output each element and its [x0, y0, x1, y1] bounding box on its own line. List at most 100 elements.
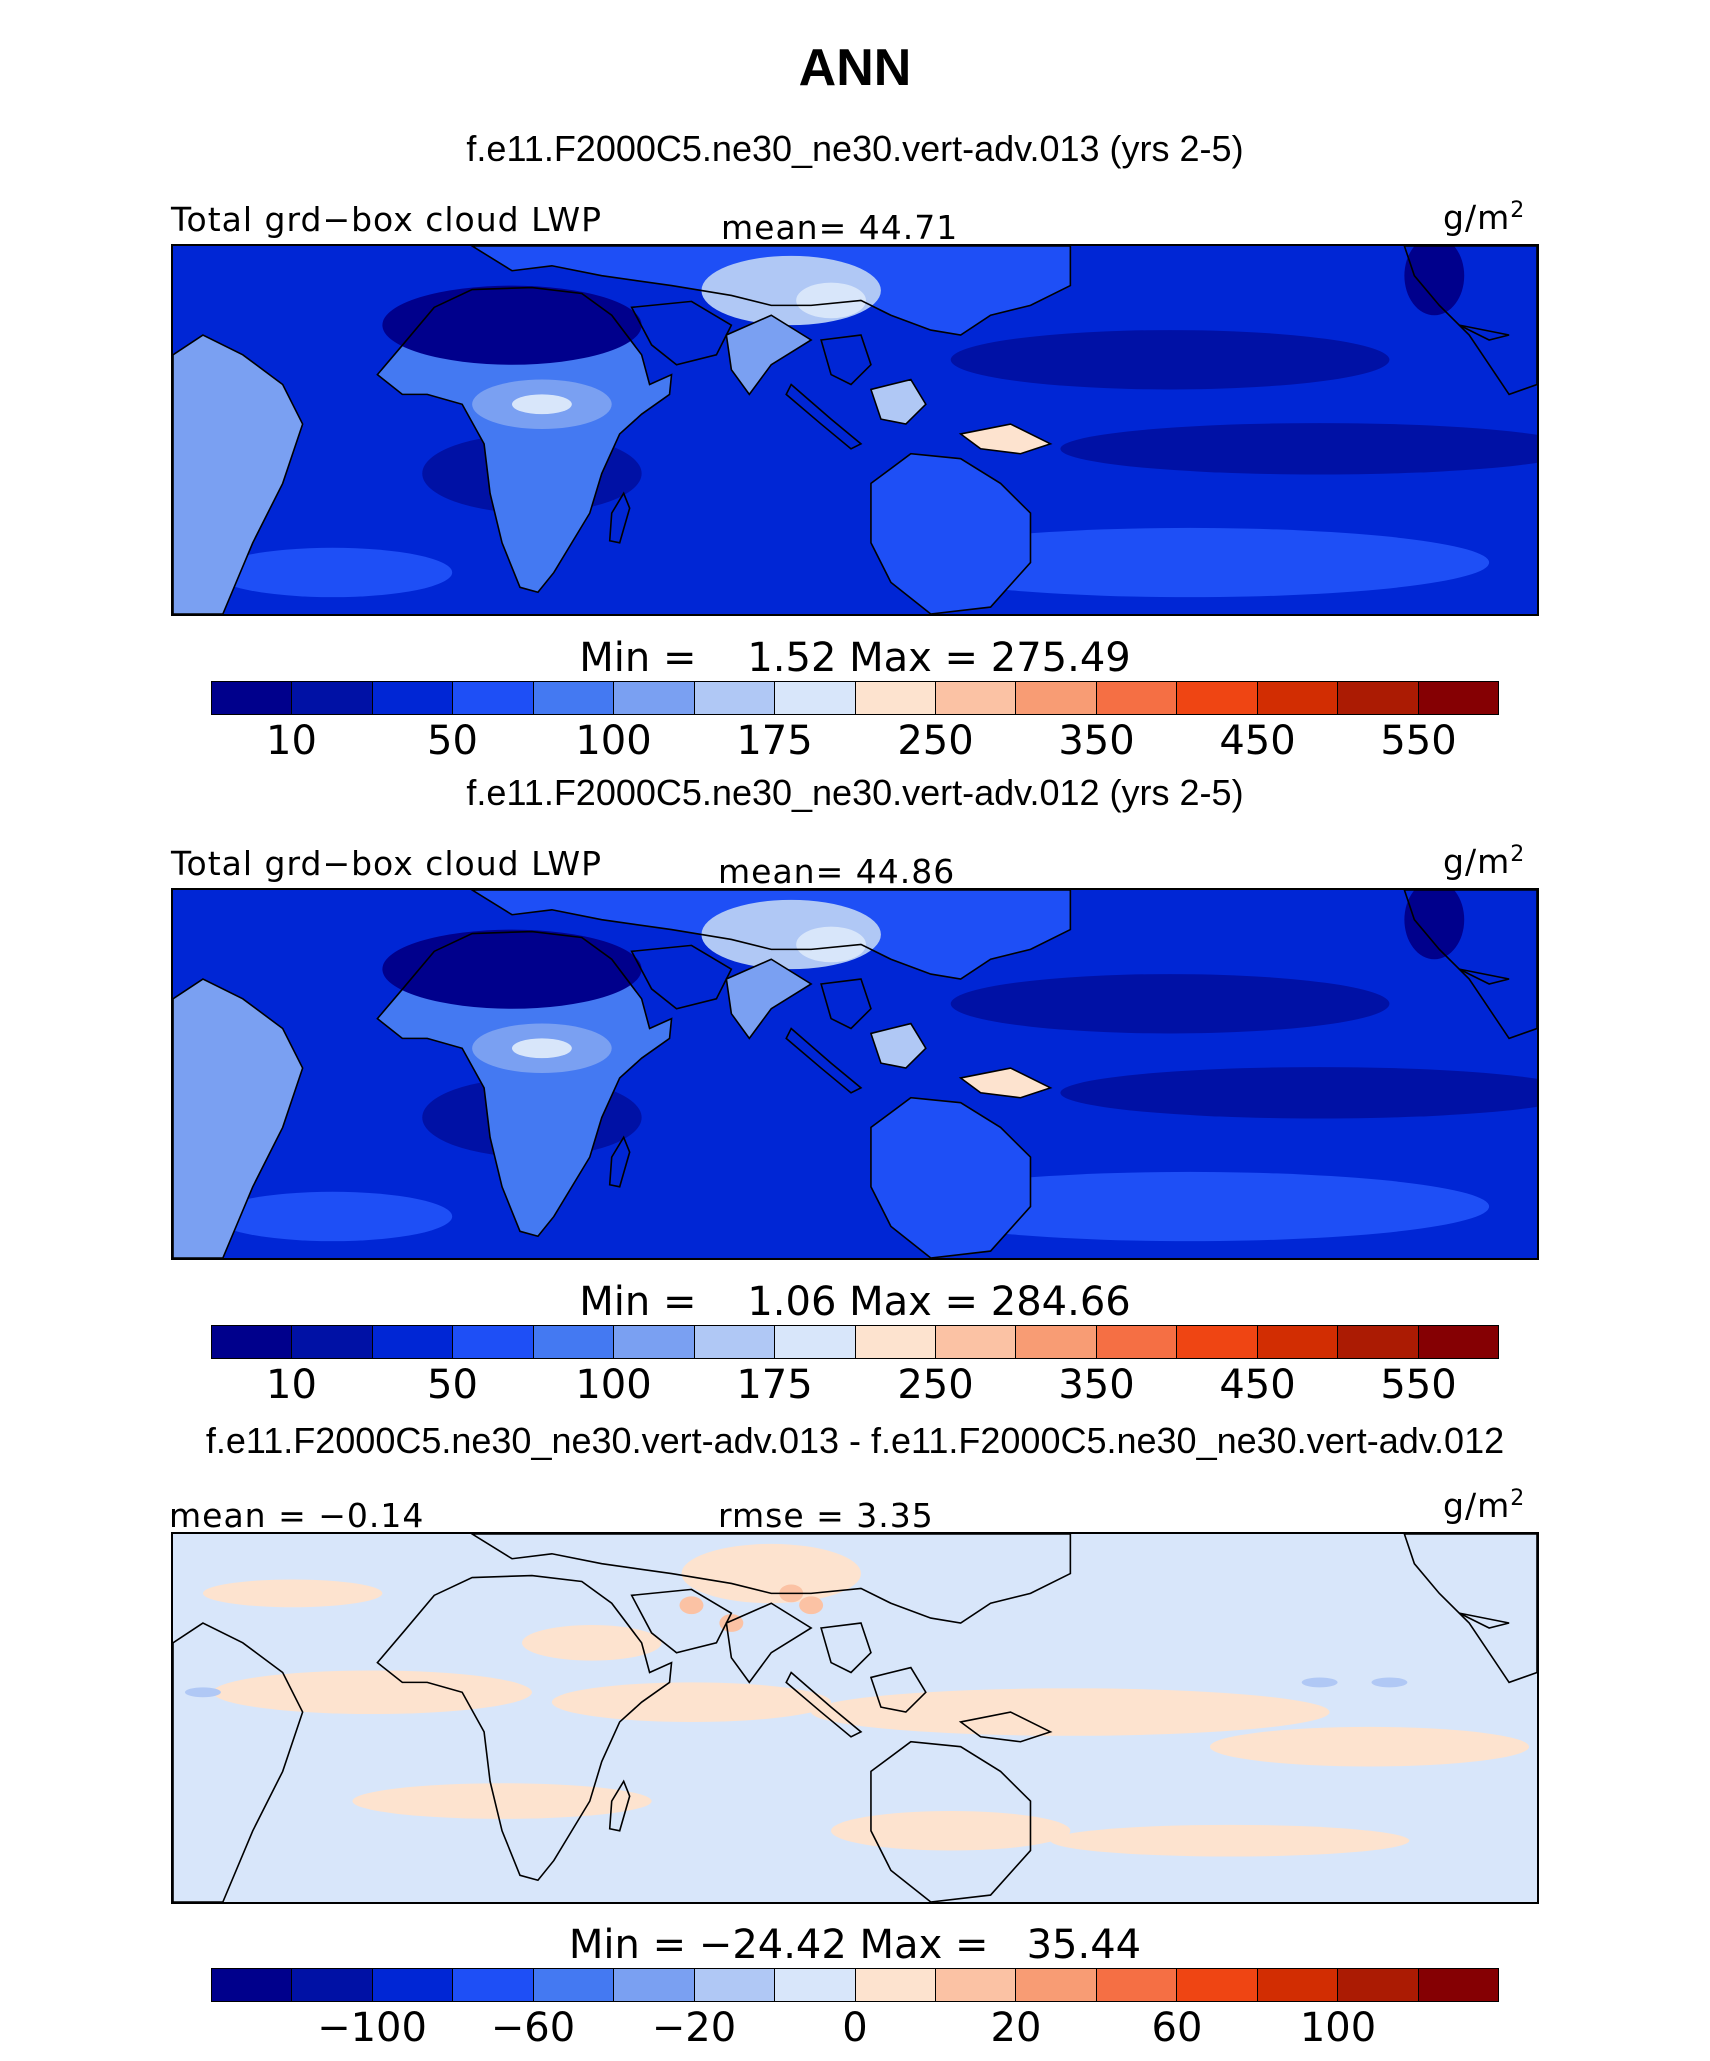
colorbar-swatch — [1418, 682, 1498, 714]
colorbar-swatch — [1257, 1969, 1339, 2001]
positive-diff-region — [831, 1810, 1071, 1851]
coastline-india — [725, 958, 813, 1040]
coastline-namerica — [1403, 246, 1537, 396]
png-peak — [960, 424, 1051, 454]
coastline-madagascar — [608, 491, 631, 544]
coastline-australia — [870, 452, 1032, 614]
colorbar-swatch — [694, 1326, 776, 1358]
africa-field — [377, 287, 672, 593]
colorbar-swatch — [533, 1969, 615, 2001]
coastline-asia — [470, 890, 1072, 980]
mid-lwp-band — [890, 1171, 1490, 1242]
coastline-madagascar — [608, 1135, 631, 1188]
colorbar-tick-label: 550 — [1380, 718, 1457, 764]
colorbar-swatch — [1257, 1326, 1339, 1358]
low-lwp-band — [950, 330, 1390, 390]
panel1-colorbar — [211, 681, 1499, 715]
colorbar-swatch — [212, 1969, 293, 2001]
coastline-samerica — [173, 1622, 304, 1902]
mid-lwp-band — [212, 547, 453, 598]
panel2-mean-label: mean= 44.86 — [718, 852, 956, 891]
coastline-africa — [376, 1574, 673, 1882]
panel3-mean-label: mean = −0.14 — [169, 1496, 425, 1535]
colorbar-tick-label: 550 — [1380, 1362, 1457, 1408]
coastline-seasia — [820, 978, 872, 1030]
colorbar-swatch — [292, 1326, 373, 1358]
coastline-seasia — [820, 1622, 872, 1674]
positive-diff-region — [681, 1543, 861, 1604]
samerica-field — [173, 335, 303, 614]
colorbar-swatch — [1418, 1969, 1498, 2001]
colorbar-swatch — [614, 682, 695, 714]
colorbar-tick-label: −20 — [651, 2005, 737, 2051]
australia-field — [870, 1097, 1031, 1258]
colorbar-swatch — [1016, 1969, 1097, 2001]
coastline-madagascar — [608, 1779, 631, 1832]
colorbar-swatch — [533, 1326, 615, 1358]
colorbar-tick-label: −100 — [317, 2005, 427, 2051]
colorbar-tick-label: 175 — [736, 718, 813, 764]
colorbar-swatch — [614, 1969, 695, 2001]
coastline-borneo — [869, 378, 927, 425]
borneo-field — [870, 1023, 926, 1069]
colorbar-swatch — [1338, 682, 1419, 714]
india-field — [726, 959, 812, 1039]
panel3-units-label: g/m2 — [1443, 1486, 1526, 1525]
colorbar-swatch — [292, 682, 373, 714]
low-lwp-band — [1060, 1067, 1537, 1119]
colorbar-swatch — [292, 1969, 373, 2001]
figure-title: ANN — [798, 39, 912, 97]
colorbar-swatch — [1096, 1326, 1178, 1358]
coastline-png — [958, 423, 1053, 455]
coastline-borneo — [869, 1022, 927, 1069]
panel1-units-label: g/m2 — [1443, 198, 1526, 237]
mid-lwp-band — [890, 527, 1490, 598]
colorbar-swatch — [935, 682, 1017, 714]
panel1-case-title: f.e11.F2000C5.ne30_ne30.vert-adv.013 (yr… — [466, 128, 1244, 169]
colorbar-swatch — [614, 1326, 695, 1358]
colorbar-swatch — [372, 682, 454, 714]
coastline-samerica — [173, 978, 304, 1258]
panel2-case-title: f.e11.F2000C5.ne30_ne30.vert-adv.012 (yr… — [466, 772, 1244, 813]
positive-diff-peak — [679, 1596, 704, 1615]
panel1-minmax: Min = 1.52 Max = 275.49 — [579, 635, 1131, 681]
africa-field — [377, 931, 672, 1237]
colorbar-swatch — [855, 682, 936, 714]
coastline-arabia — [630, 1588, 733, 1654]
coastline-australia — [870, 1740, 1032, 1902]
colorbar-swatch — [1177, 682, 1258, 714]
coastline-cuba — [1458, 324, 1510, 341]
low-lwp-band — [1060, 423, 1537, 475]
colorbar-swatch — [1016, 682, 1097, 714]
panel1-mean-label: mean= 44.71 — [721, 208, 959, 247]
colorbar-swatch — [372, 1969, 454, 2001]
panel2-variable-label: Total grd−box cloud LWP — [171, 844, 602, 883]
coastline-sumatra — [785, 1671, 863, 1738]
panel1-variable-label: Total grd−box cloud LWP — [171, 200, 602, 239]
panel2-colorbar — [211, 1325, 1499, 1359]
panel3-minmax: Min = −24.42 Max = 35.44 — [568, 1922, 1142, 1968]
colorbar-swatch — [935, 1326, 1017, 1358]
colorbar-tick-label: 60 — [1151, 2005, 1203, 2051]
coastline-arabia — [630, 944, 733, 1010]
panel3-rmse-label: rmse = 3.35 — [718, 1496, 934, 1535]
congo-peak — [512, 1038, 572, 1059]
colorbar-swatch — [775, 1969, 856, 2001]
china-peak — [796, 282, 866, 319]
colorbar-tick-label: 100 — [575, 1362, 652, 1408]
colorbar-swatch — [372, 1326, 454, 1358]
colorbar-swatch — [453, 1969, 534, 2001]
colorbar-swatch — [775, 1326, 856, 1358]
colorbar-swatch — [1177, 1969, 1258, 2001]
low-lwp-band — [950, 974, 1390, 1034]
positive-diff-region — [212, 1670, 532, 1715]
colorbar-swatch — [533, 682, 615, 714]
colorbar-swatch — [212, 1326, 293, 1358]
coastline-africa — [376, 286, 673, 594]
positive-diff-region — [1209, 1726, 1530, 1767]
positive-diff-region — [202, 1579, 383, 1608]
coastline-cuba — [1458, 1612, 1510, 1629]
colorbar-tick-label: 175 — [736, 1362, 813, 1408]
coastline-sumatra — [785, 1027, 863, 1094]
positive-diff-peak — [799, 1596, 824, 1615]
